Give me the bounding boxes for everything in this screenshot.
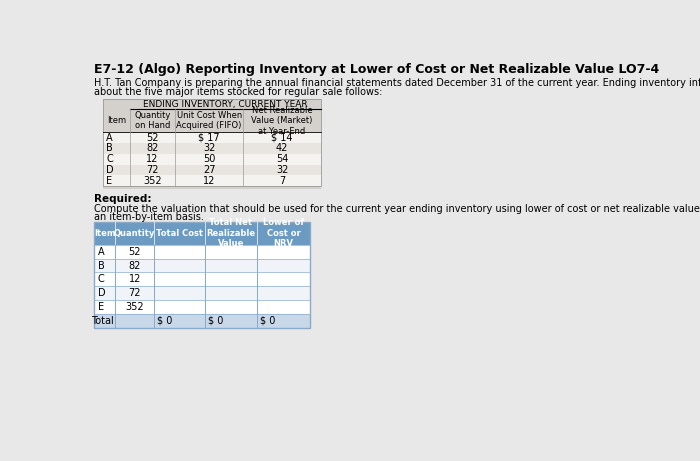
Text: E: E (97, 302, 104, 312)
Text: 352: 352 (125, 302, 144, 312)
Text: 27: 27 (203, 165, 216, 175)
Text: Quantity: Quantity (114, 229, 155, 238)
Text: H.T. Tan Company is preparing the annual financial statements dated December 31 : H.T. Tan Company is preparing the annual… (94, 78, 700, 89)
Bar (103, 176, 321, 186)
Text: C: C (106, 154, 113, 164)
Bar (94, 286, 310, 300)
Text: Total Net
Realizable
Value: Total Net Realizable Value (206, 219, 256, 248)
Bar (94, 245, 310, 259)
Text: Item: Item (107, 116, 126, 125)
Text: Required:: Required: (94, 194, 151, 204)
Text: Compute the valuation that should be used for the current year ending inventory : Compute the valuation that should be use… (94, 204, 700, 214)
Bar (94, 272, 310, 286)
Text: 12: 12 (203, 176, 216, 186)
Text: 12: 12 (129, 274, 141, 284)
Text: Unit Cost When
Acquired (FIFO): Unit Cost When Acquired (FIFO) (176, 111, 242, 130)
Text: A: A (97, 247, 104, 257)
Text: D: D (106, 165, 113, 175)
Text: 82: 82 (129, 260, 141, 271)
Text: 72: 72 (146, 165, 159, 175)
Bar (94, 300, 310, 314)
Text: $ 17: $ 17 (198, 133, 220, 143)
Text: Net Realizable
Value (Market)
at Year-End: Net Realizable Value (Market) at Year-En… (251, 106, 313, 136)
Text: 32: 32 (276, 165, 288, 175)
Text: about the five major items stocked for regular sale follows:: about the five major items stocked for r… (94, 87, 382, 97)
Text: A: A (106, 133, 113, 143)
Text: 7: 7 (279, 176, 285, 186)
Text: 54: 54 (276, 154, 288, 164)
Bar (94, 222, 310, 245)
Text: 32: 32 (203, 143, 216, 154)
Text: Item: Item (94, 229, 116, 238)
Text: $ 0: $ 0 (158, 316, 173, 326)
Text: $ 0: $ 0 (208, 316, 223, 326)
Bar (103, 99, 321, 186)
Text: Total Cost: Total Cost (156, 229, 203, 238)
Text: Quantity
on Hand: Quantity on Hand (134, 111, 171, 130)
Bar (94, 314, 310, 328)
Bar (94, 222, 310, 328)
Text: 50: 50 (203, 154, 216, 164)
Text: Total: Total (91, 316, 114, 326)
Bar (130, 101, 320, 109)
Text: 52: 52 (146, 133, 159, 143)
Bar (103, 132, 321, 143)
Text: 82: 82 (146, 143, 159, 154)
Bar (103, 154, 321, 165)
Text: E: E (106, 176, 112, 186)
Text: D: D (97, 288, 105, 298)
Text: E7-12 (Algo) Reporting Inventory at Lower of Cost or Net Realizable Value LO7-4: E7-12 (Algo) Reporting Inventory at Lowe… (94, 63, 659, 76)
Text: 42: 42 (276, 143, 288, 154)
Text: ENDING INVENTORY, CURRENT YEAR: ENDING INVENTORY, CURRENT YEAR (143, 100, 308, 109)
Text: Lower of
Cost or
NRV: Lower of Cost or NRV (263, 219, 304, 248)
Text: 12: 12 (146, 154, 159, 164)
Bar (94, 259, 310, 272)
Text: 52: 52 (129, 247, 141, 257)
Text: C: C (97, 274, 104, 284)
Text: 72: 72 (129, 288, 141, 298)
Text: 352: 352 (144, 176, 162, 186)
Bar (103, 165, 321, 176)
Text: B: B (106, 143, 113, 154)
Bar (103, 99, 321, 189)
Text: B: B (97, 260, 104, 271)
Text: an item-by-item basis.: an item-by-item basis. (94, 213, 204, 222)
Text: $ 0: $ 0 (260, 316, 276, 326)
Text: $ 14: $ 14 (272, 133, 293, 143)
Bar (103, 143, 321, 154)
